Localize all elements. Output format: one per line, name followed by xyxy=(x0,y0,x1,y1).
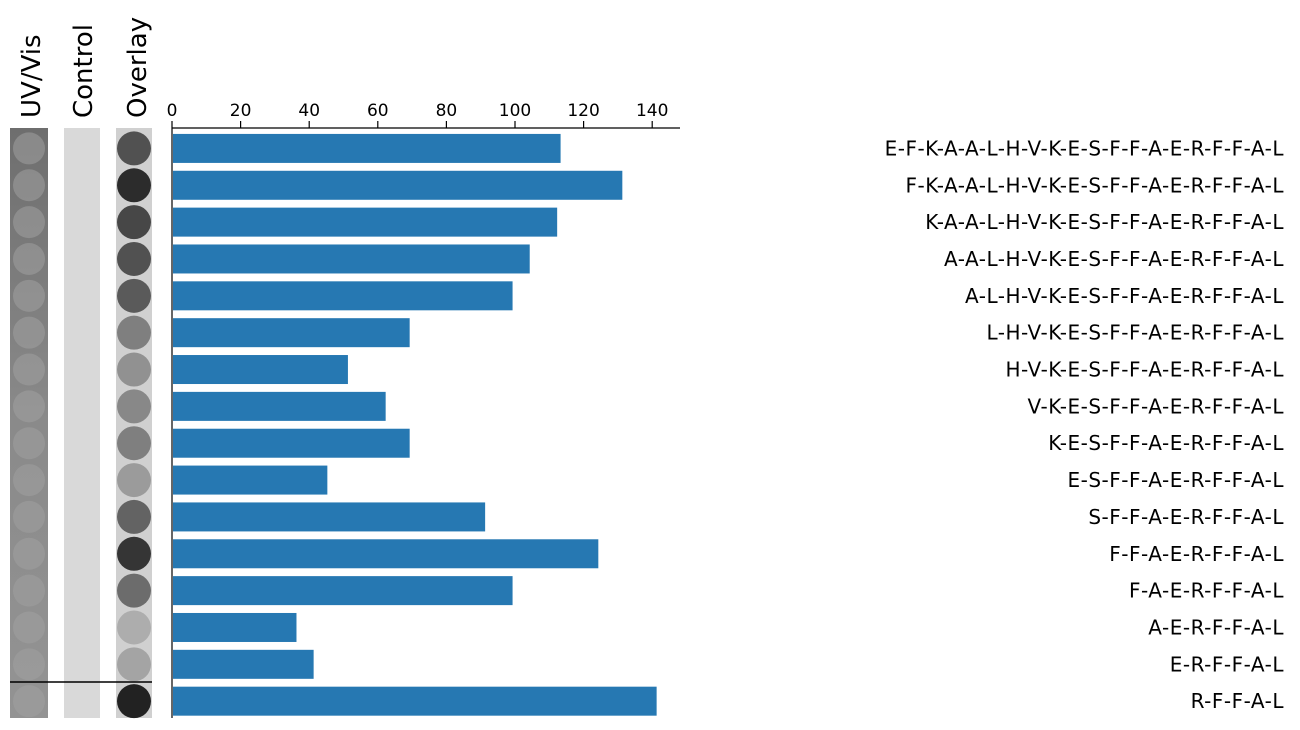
bar xyxy=(173,686,657,716)
sequence-label: E-F-K-A-A-L-H-V-K-E-S-F-F-A-E-R-F-F-A-L xyxy=(885,136,1285,160)
uvvis-spot xyxy=(13,206,45,239)
sequence-label: F-A-E-R-F-F-A-L xyxy=(1129,579,1284,603)
uvvis-spot xyxy=(13,242,45,275)
strip-label-overlay: Overlay xyxy=(123,17,153,118)
sequence-label: K-A-A-L-H-V-K-E-S-F-F-A-E-R-F-F-A-L xyxy=(925,210,1284,234)
bar xyxy=(173,428,410,458)
strip-label-uvvis: UV/Vis xyxy=(17,34,47,118)
bar xyxy=(173,576,513,606)
sequence-label: A-A-L-H-V-K-E-S-F-F-A-E-R-F-F-A-L xyxy=(944,247,1284,271)
sequence-label: S-F-F-A-E-R-F-F-A-L xyxy=(1088,505,1284,529)
uvvis-spot xyxy=(13,169,45,202)
overlay-spot xyxy=(117,684,151,719)
uvvis-spot xyxy=(13,427,45,460)
overlay-strip xyxy=(116,128,152,719)
bar xyxy=(173,649,314,679)
bar xyxy=(173,612,297,642)
overlay-spot xyxy=(117,389,151,424)
bar xyxy=(173,133,561,163)
x-tick-label: 60 xyxy=(367,101,389,121)
uvvis-spot xyxy=(13,685,45,718)
bar xyxy=(173,244,530,274)
overlay-spot xyxy=(117,499,151,534)
overlay-spot xyxy=(117,168,151,203)
x-tick-label: 0 xyxy=(167,101,178,121)
sequence-label: R-F-F-A-L xyxy=(1191,689,1285,713)
bar xyxy=(173,170,623,200)
bars xyxy=(173,133,657,716)
sequence-label: H-V-K-E-S-F-F-A-E-R-F-F-A-L xyxy=(1005,358,1284,382)
x-tick-label: 80 xyxy=(436,101,458,121)
uvvis-spot xyxy=(13,132,45,165)
overlay-spot xyxy=(117,278,151,313)
uvvis-spot xyxy=(13,390,45,423)
sequence-label: F-K-A-A-L-H-V-K-E-S-F-F-A-E-R-F-F-A-L xyxy=(905,173,1284,197)
strip-label-control: Control xyxy=(69,24,99,118)
uvvis-spot xyxy=(13,353,45,386)
uvvis-spot xyxy=(13,611,45,644)
sequence-label: V-K-E-S-F-F-A-E-R-F-F-A-L xyxy=(1028,394,1285,418)
bar xyxy=(173,539,599,569)
overlay-spot xyxy=(117,610,151,645)
uvvis-spot xyxy=(13,537,45,570)
overlay-spot xyxy=(117,131,151,166)
overlay-spot xyxy=(117,573,151,608)
sequence-label: E-R-F-F-A-L xyxy=(1170,652,1285,676)
x-axis: 0 20 40 60 80 100 120 140 xyxy=(167,101,680,129)
x-tick-label: 20 xyxy=(230,101,252,121)
x-tick-label: 120 xyxy=(567,101,599,121)
uvvis-spot xyxy=(13,464,45,497)
sequence-label: A-L-H-V-K-E-S-F-F-A-E-R-F-F-A-L xyxy=(965,284,1284,308)
overlay-spot xyxy=(117,315,151,350)
sequence-label: F-F-A-E-R-F-F-A-L xyxy=(1109,542,1284,566)
overlay-spot xyxy=(117,463,151,498)
bar xyxy=(173,465,328,495)
uvvis-strip xyxy=(10,128,48,718)
overlay-spot xyxy=(117,241,151,276)
bar xyxy=(173,281,513,311)
bar xyxy=(173,502,486,532)
overlay-spot xyxy=(117,536,151,571)
bar xyxy=(173,355,348,385)
x-tick-label: 100 xyxy=(499,101,531,121)
uvvis-spot xyxy=(13,574,45,607)
uvvis-spot xyxy=(13,316,45,349)
overlay-spot xyxy=(117,647,151,682)
uvvis-spot xyxy=(13,279,45,312)
bar xyxy=(173,318,410,348)
overlay-spot xyxy=(117,426,151,461)
sequence-label: L-H-V-K-E-S-F-F-A-E-R-F-F-A-L xyxy=(986,321,1284,345)
uvvis-spot xyxy=(13,648,45,681)
x-tick-label: 40 xyxy=(298,101,320,121)
x-tick-label: 140 xyxy=(636,101,668,121)
control-strip xyxy=(64,128,100,718)
bar xyxy=(173,207,558,237)
overlay-spot xyxy=(117,205,151,240)
sequence-label: A-E-R-F-F-A-L xyxy=(1148,615,1284,639)
overlay-spot xyxy=(117,352,151,387)
uvvis-spot xyxy=(13,500,45,533)
sequence-label: E-S-F-F-A-E-R-F-F-A-L xyxy=(1068,468,1285,492)
sequence-labels: E-F-K-A-A-L-H-V-K-E-S-F-F-A-E-R-F-F-A-L F… xyxy=(885,136,1285,713)
sequence-label: K-E-S-F-F-A-E-R-F-F-A-L xyxy=(1048,431,1284,455)
bar xyxy=(173,391,386,421)
